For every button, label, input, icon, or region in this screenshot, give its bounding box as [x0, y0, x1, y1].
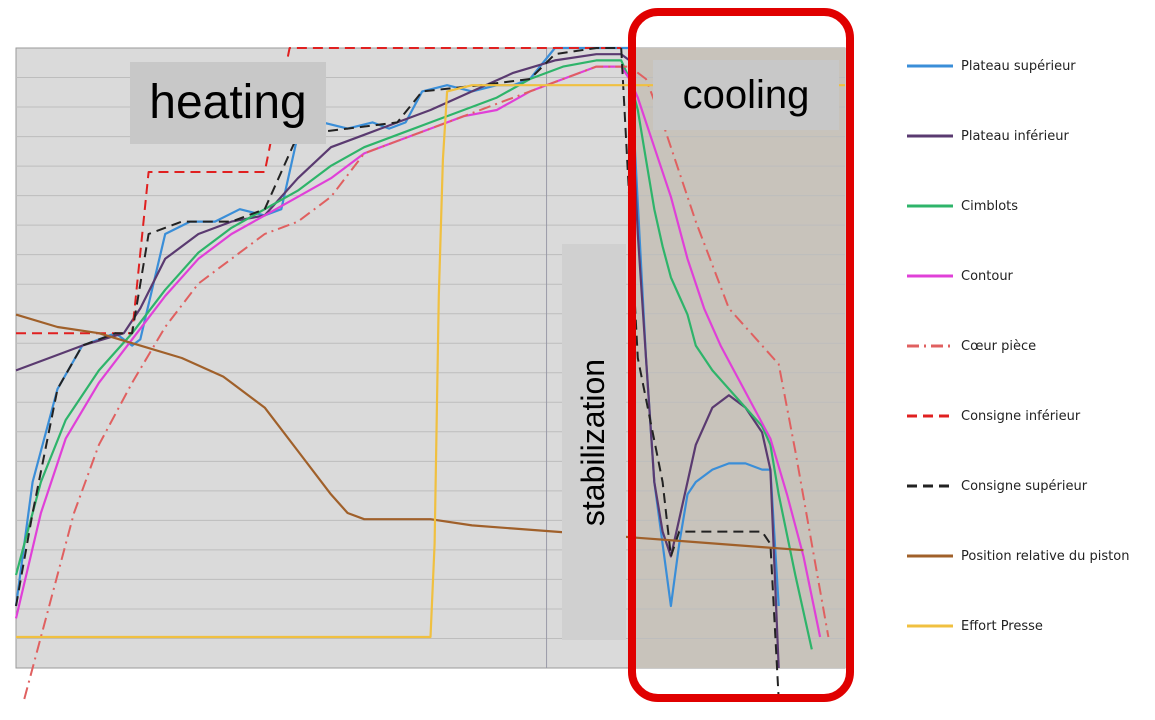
- cooling-highlight-frame: [628, 8, 854, 702]
- legend-label: Position relative du piston: [961, 549, 1130, 564]
- legend-label: Consigne inférieur: [961, 409, 1081, 424]
- legend-label: Plateau inférieur: [961, 129, 1069, 144]
- series-layer: [14, 46, 845, 700]
- legend-label: Effort Presse: [961, 619, 1043, 634]
- legend-item: Effort Presse: [905, 618, 1150, 688]
- legend-swatch: [907, 484, 953, 488]
- legend-label: Contour: [961, 269, 1013, 284]
- legend-label: Plateau supérieur: [961, 59, 1076, 74]
- gridlines: [16, 77, 845, 639]
- legend-item: Cœur pièce: [905, 338, 1150, 408]
- legend: Plateau supérieur Plateau inférieur Cimb…: [905, 58, 1150, 688]
- stabilization-panel: [562, 244, 626, 640]
- legend-swatch: [907, 624, 953, 628]
- legend-item: Consigne supérieur: [905, 478, 1150, 548]
- series-line: [14, 59, 813, 650]
- legend-swatch: [907, 414, 953, 418]
- legend-label: Consigne supérieur: [961, 479, 1088, 494]
- series-line: [23, 65, 830, 700]
- legend-item: Cimblots: [905, 198, 1150, 268]
- legend-item: Plateau supérieur: [905, 58, 1150, 128]
- legend-swatch: [907, 64, 953, 68]
- legend-swatch: [907, 204, 953, 208]
- stabilization-annotation: stabilization: [562, 244, 626, 640]
- legend-label: Cimblots: [961, 199, 1019, 214]
- legend-label: Cœur pièce: [961, 339, 1037, 354]
- legend-swatch: [907, 554, 953, 558]
- series-line: [15, 313, 804, 552]
- series-line: [16, 47, 622, 335]
- legend-swatch: [907, 274, 953, 278]
- legend-swatch: [907, 134, 953, 138]
- legend-item: Consigne inférieur: [905, 408, 1150, 478]
- legend-swatch: [907, 344, 953, 348]
- legend-item: Position relative du piston: [905, 548, 1150, 618]
- heating-label: heating: [130, 62, 326, 144]
- cooling-label: cooling: [653, 60, 839, 130]
- legend-item: Contour: [905, 268, 1150, 338]
- series-line: [15, 47, 780, 700]
- series-line: [15, 53, 780, 669]
- legend-item: Plateau inférieur: [905, 128, 1150, 198]
- stabilization-label: stabilization: [575, 358, 612, 526]
